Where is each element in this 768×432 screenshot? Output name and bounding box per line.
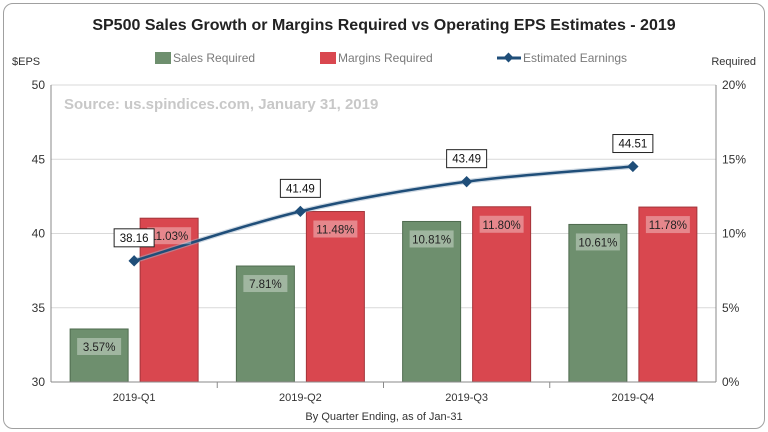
earnings-label-box: [113, 228, 155, 248]
earnings-label: 44.51: [618, 139, 647, 151]
chart-frame: SP500 Sales Growth or Margins Required v…: [3, 3, 765, 429]
y-right-tick-label: 10%: [722, 227, 746, 241]
earnings-point: [294, 205, 307, 218]
x-tick-label: 2019-Q4: [611, 392, 654, 404]
label-bg-margins: [313, 220, 358, 238]
bar-margins-required: [638, 206, 698, 383]
earnings-label-box: [612, 134, 654, 154]
legend-swatch-sales: [155, 52, 171, 64]
label-sales-required: 10.61%: [578, 237, 617, 249]
earnings-label: 41.49: [286, 183, 315, 195]
label-sales-required: 3.57%: [83, 342, 116, 354]
legend: Sales Required Margins Required Estimate…: [155, 51, 627, 65]
label-margins-required: 11.80%: [483, 220, 521, 232]
chart-svg: SP500 Sales Growth or Margins Required v…: [12, 17, 756, 423]
earnings-line-shadow: [133, 164, 634, 264]
y-right-label: Required: [711, 56, 756, 68]
label-bg-margins: [147, 227, 192, 245]
earnings-label-box: [446, 149, 488, 169]
label-bg-sales: [243, 275, 288, 293]
y-left-label: $EPS: [12, 56, 40, 68]
x-axis-title: By Quarter Ending, as of Jan-31: [305, 411, 462, 423]
data-labels: 3.57% 11.03% 7.81% 11.48% 10.81% 11.80% 10.61%…: [77, 134, 690, 355]
legend-label-earnings: Estimated Earnings: [523, 51, 627, 65]
y-right-tick-label: 15%: [722, 152, 746, 166]
earnings-label-box: [279, 178, 321, 198]
earnings-point: [128, 255, 140, 267]
legend-swatch-margins: [320, 52, 336, 64]
axes: 30 35 40 45 50 0% 5% 10% 15% 20% 2019-Q1 2019-Q2 201…: [32, 78, 747, 404]
label-bg-sales: [409, 230, 454, 248]
y-right-tick-label: 5%: [722, 301, 740, 315]
y-left-tick-label: 30: [32, 375, 46, 389]
bar-sales-required: [69, 328, 129, 383]
label-margins-required: 11.03%: [150, 231, 188, 243]
source-note: Source: us.spindices.com, January 31, 20…: [64, 96, 378, 113]
label-margins-required: 11.48%: [316, 225, 354, 237]
label-bg-margins: [645, 216, 690, 234]
label-sales-required: 10.81%: [412, 234, 451, 246]
y-left-tick-label: 40: [32, 227, 46, 241]
earnings-line-path: [133, 165, 633, 263]
y-left-tick-label: 50: [32, 78, 46, 92]
bar-margins-required: [305, 211, 365, 383]
bar-sales-required: [402, 220, 462, 383]
earnings-label: 38.16: [120, 233, 149, 245]
bars: [69, 206, 698, 383]
label-bg-sales: [575, 233, 620, 251]
label-sales-required: 7.81%: [249, 279, 282, 291]
x-tick-label: 2019-Q3: [445, 392, 488, 404]
legend-marker-earnings: [503, 52, 514, 63]
label-margins-required: 11.78%: [649, 220, 687, 232]
y-left-tick-label: 35: [32, 301, 46, 315]
label-bg-sales: [77, 337, 122, 355]
bar-sales-required: [568, 223, 628, 383]
y-right-tick-label: 20%: [722, 78, 746, 92]
earnings-point: [627, 160, 639, 173]
legend-label-sales: Sales Required: [173, 51, 255, 65]
chart-title: SP500 Sales Growth or Margins Required v…: [92, 17, 675, 34]
x-tick-label: 2019-Q2: [279, 392, 322, 404]
earnings-label: 43.49: [452, 154, 481, 166]
y-right-tick-label: 0%: [722, 375, 740, 389]
bar-sales-required: [235, 265, 295, 383]
legend-label-margins: Margins Required: [338, 51, 433, 65]
earnings-line: [128, 160, 639, 267]
x-tick-label: 2019-Q1: [113, 392, 156, 404]
y-left-tick-label: 45: [32, 152, 46, 166]
label-bg-margins: [479, 215, 524, 233]
earnings-point: [460, 176, 473, 188]
bar-margins-required: [472, 206, 532, 383]
